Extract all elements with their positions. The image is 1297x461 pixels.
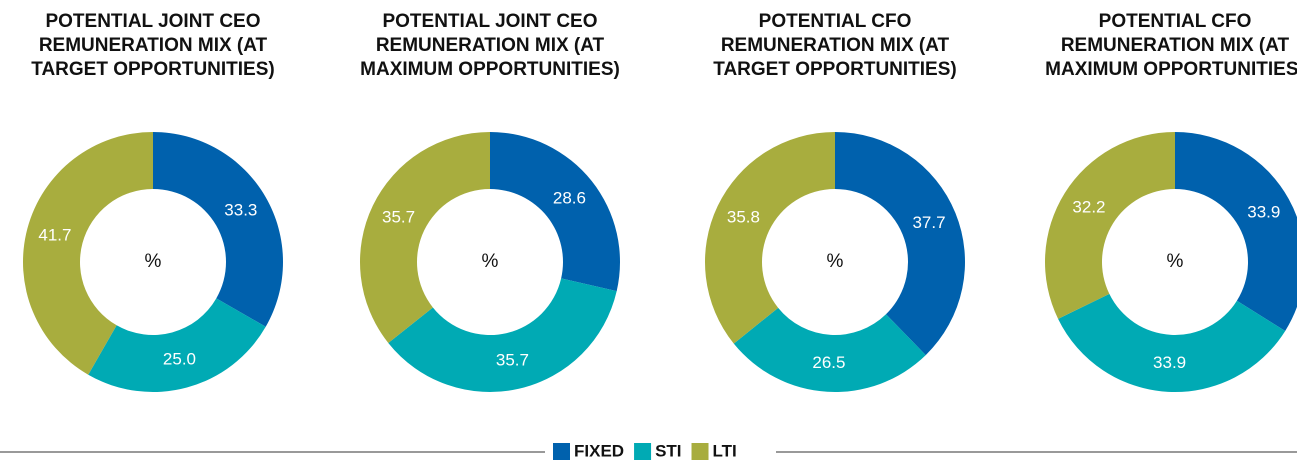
value-label: 35.7	[382, 207, 415, 226]
donut-segment	[1058, 293, 1286, 393]
donut-segment	[1044, 132, 1175, 319]
center-label: %	[1167, 251, 1184, 272]
center-label: %	[827, 251, 844, 272]
value-label: 35.7	[496, 350, 529, 369]
chart-title: POTENTIAL JOINT CEO REMUNERATION MIX (AT…	[31, 11, 275, 80]
donut-segment	[490, 132, 620, 292]
value-label: 32.2	[1072, 198, 1105, 217]
donut-segment	[1175, 132, 1297, 331]
donut-segment	[23, 132, 153, 375]
value-label: 41.7	[38, 225, 71, 244]
legend-label: LTI	[713, 441, 737, 460]
legend-swatch	[553, 443, 570, 460]
value-label: 35.8	[727, 208, 760, 227]
value-label: 37.7	[912, 213, 945, 232]
chart-title: POTENTIAL JOINT CEO REMUNERATION MIX (AT…	[360, 11, 620, 80]
chart-title: POTENTIAL CFO REMUNERATION MIX (AT TARGE…	[713, 11, 957, 80]
chart-title: POTENTIAL CFO REMUNERATION MIX (AT MAXIM…	[1045, 11, 1297, 80]
value-label: 33.9	[1247, 202, 1280, 221]
donut-segment	[88, 298, 266, 392]
donut-segment	[835, 132, 965, 356]
legend-label: FIXED	[574, 441, 624, 460]
donut-segment	[360, 132, 490, 343]
legend-swatch	[691, 443, 709, 460]
value-label: 25.0	[163, 349, 196, 368]
value-label: 28.6	[553, 188, 586, 207]
value-label: 26.5	[812, 353, 845, 372]
value-label: 33.9	[1153, 353, 1186, 372]
donut-segment	[733, 307, 926, 393]
value-label: 33.3	[224, 201, 257, 220]
legend-label: STI	[655, 441, 681, 460]
donut-segment	[153, 132, 283, 327]
donut-segment	[388, 278, 617, 392]
legend-swatch	[634, 443, 652, 460]
center-label: %	[482, 251, 499, 272]
donut-segment	[705, 132, 835, 344]
center-label: %	[145, 251, 162, 272]
